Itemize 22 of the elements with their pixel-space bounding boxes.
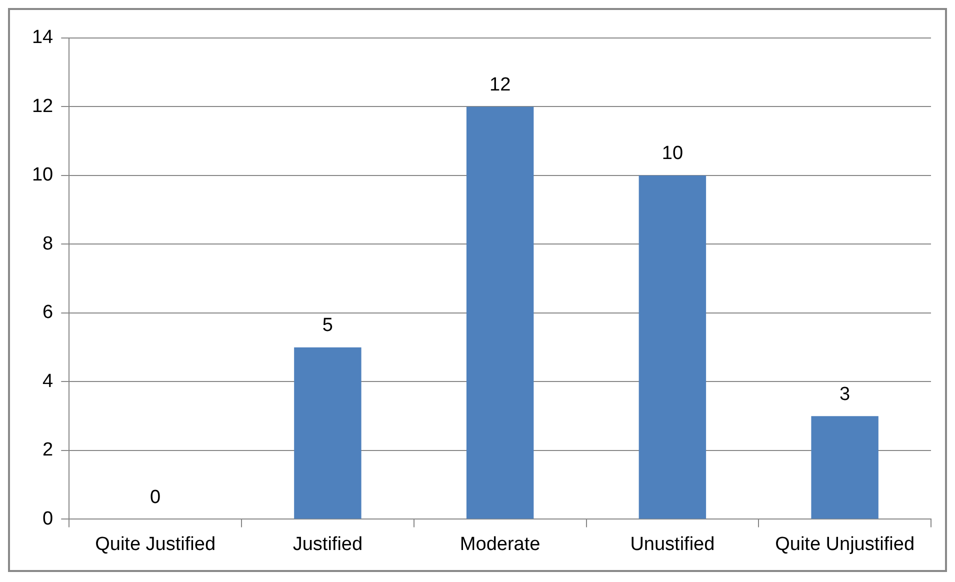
x-tick-label: Justified — [292, 534, 363, 555]
y-tick-label: 10 — [32, 164, 54, 186]
data-label: 5 — [322, 315, 333, 336]
data-label: 12 — [489, 74, 511, 96]
x-tick-label: Unustified — [630, 534, 715, 555]
data-label: 3 — [840, 384, 850, 405]
bar — [466, 106, 534, 519]
x-tick-label: Quite Unjustified — [775, 534, 915, 555]
y-tick-label: 12 — [32, 96, 54, 117]
y-tick-label: 6 — [42, 302, 54, 324]
x-tick-label: Moderate — [460, 534, 540, 555]
y-tick-label: 2 — [42, 440, 54, 461]
y-tick-label: 0 — [42, 508, 54, 530]
y-tick-label: 4 — [42, 370, 54, 392]
bar — [294, 347, 362, 519]
bar — [811, 416, 878, 519]
data-label: 0 — [150, 486, 161, 508]
x-tick-label: Quite Justified — [95, 534, 216, 555]
y-tick-label: 8 — [42, 233, 54, 254]
y-tick-label: 14 — [32, 27, 54, 48]
bar — [638, 175, 706, 519]
data-label: 10 — [662, 143, 684, 164]
